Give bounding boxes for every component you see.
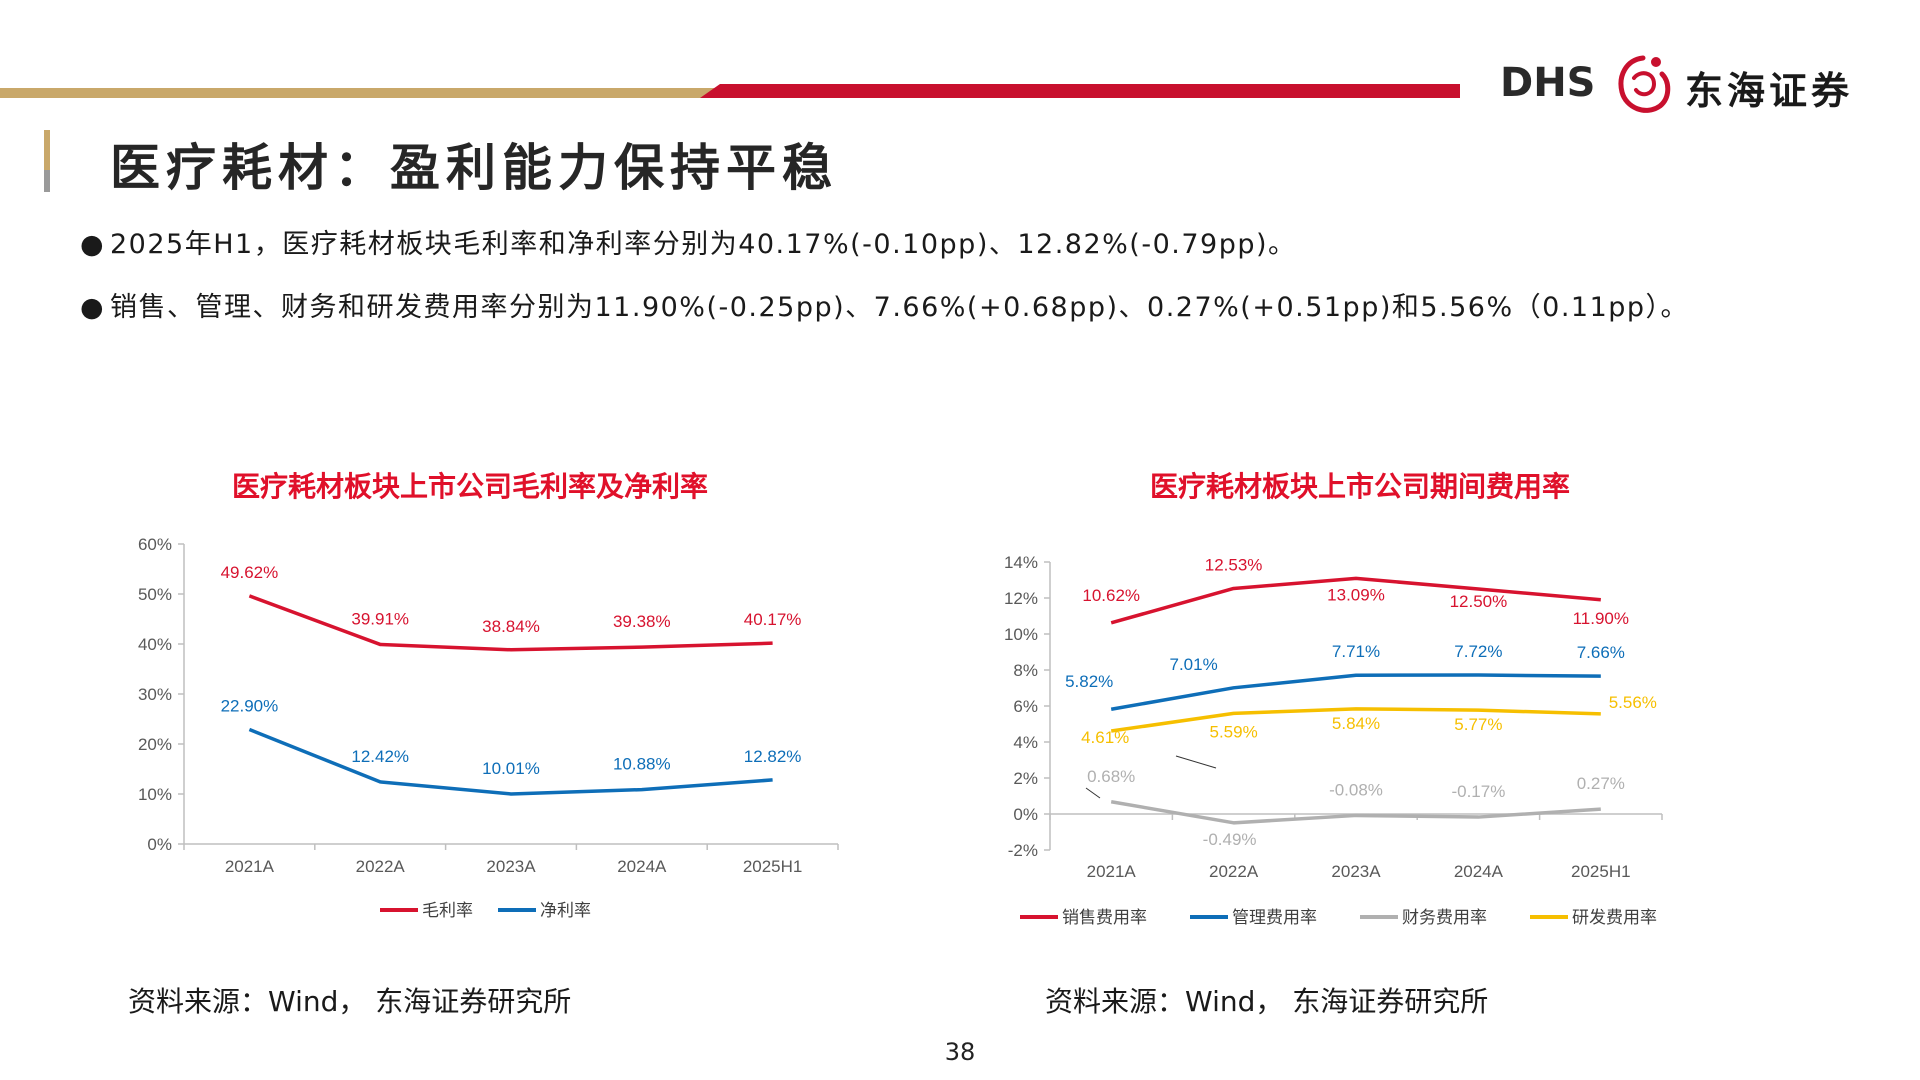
page-number: 38 <box>944 1038 976 1066</box>
page-title: 医疗耗材：盈利能力保持平稳 <box>110 138 838 197</box>
title-accent-bar <box>44 130 50 170</box>
data-label: 5.82% <box>1065 672 1113 691</box>
y-tick-label: 40% <box>138 635 172 654</box>
data-label: 11.90% <box>1573 609 1629 628</box>
legend-label: 管理费用率 <box>1232 908 1317 927</box>
leader-line <box>1085 787 1101 799</box>
legend-label: 财务费用率 <box>1402 908 1487 927</box>
data-label: -0.17% <box>1451 782 1505 801</box>
data-label: 12.82% <box>744 747 802 766</box>
x-tick-label: 2021A <box>1087 862 1137 881</box>
x-tick-label: 2022A <box>1209 862 1259 881</box>
y-tick-label: 8% <box>1013 661 1038 680</box>
legend-label: 销售费用率 <box>1062 908 1147 927</box>
legend-label: 毛利率 <box>422 901 473 920</box>
data-label: 7.01% <box>1169 655 1217 674</box>
y-tick-label: 20% <box>138 735 172 754</box>
x-tick-label: 2025H1 <box>1571 862 1631 881</box>
title-accent-bar-gray <box>44 170 50 192</box>
bullet-text: 销售、管理、财务和研发费用率分别为11.90%(-0.25pp)、7.66%(+… <box>110 292 1690 323</box>
y-tick-label: 10% <box>138 785 172 804</box>
logo-cn: 东海证券 <box>1685 68 1854 113</box>
series-line <box>1110 800 1601 825</box>
y-tick-label: 2% <box>1013 769 1038 788</box>
dragon-logo-icon <box>1618 55 1671 113</box>
data-label: 5.56% <box>1609 693 1657 712</box>
header-gold-bar <box>0 88 720 98</box>
data-label: 13.09% <box>1327 585 1385 604</box>
data-label: 5.77% <box>1454 715 1502 734</box>
data-label: 10.88% <box>613 755 671 774</box>
data-label: 39.91% <box>351 609 409 628</box>
source-note: 资料来源：Wind， 东海证券研究所 <box>128 985 572 1018</box>
data-label: 12.53% <box>1205 555 1263 574</box>
logo-text: DHS <box>1500 60 1596 106</box>
data-label: 7.72% <box>1454 642 1502 661</box>
legend-label: 研发费用率 <box>1572 908 1657 927</box>
data-label: -0.08% <box>1329 780 1383 799</box>
chart-title: 医疗耗材板块上市公司毛利率及净利率 <box>231 470 708 503</box>
y-tick-label: 0% <box>1013 805 1038 824</box>
data-label: 0.68% <box>1087 767 1135 786</box>
logo: DHS 东海证券 <box>1500 50 1900 130</box>
data-label: 7.71% <box>1332 642 1380 661</box>
x-tick-label: 2021A <box>225 857 275 876</box>
leader-line <box>1175 755 1217 769</box>
data-label: 38.84% <box>482 617 540 636</box>
source-note: 资料来源：Wind， 东海证券研究所 <box>1045 985 1489 1018</box>
x-tick-label: 2024A <box>1454 862 1504 881</box>
y-tick-label: 14% <box>1004 553 1038 572</box>
data-label: 7.66% <box>1577 643 1625 662</box>
header-red-bar <box>700 84 1460 98</box>
y-tick-label: -2% <box>1008 841 1038 860</box>
x-tick-label: 2024A <box>617 857 667 876</box>
y-tick-label: 0% <box>147 835 172 854</box>
x-tick-label: 2023A <box>486 857 536 876</box>
bullet-dot-icon: ● <box>80 229 106 260</box>
legend-label: 净利率 <box>540 901 591 920</box>
data-label: 12.42% <box>351 747 409 766</box>
y-tick-label: 30% <box>138 685 172 704</box>
x-tick-label: 2023A <box>1331 862 1381 881</box>
y-tick-label: 4% <box>1013 733 1038 752</box>
data-label: 10.62% <box>1082 586 1140 605</box>
data-label: 0.27% <box>1577 774 1625 793</box>
y-tick-label: 60% <box>138 535 172 554</box>
bullet-item: ● 2025年H1，医疗耗材板块毛利率和净利率分别为40.17%(-0.10pp)… <box>80 222 1297 261</box>
x-tick-label: 2022A <box>356 857 406 876</box>
margin-line-chart: 60% 50% 40% 30% 20% 10% 0% 2021A 2022A 2023A 2024A… <box>138 535 839 920</box>
data-label: -0.49% <box>1203 830 1257 849</box>
data-label: 10.01% <box>482 759 540 778</box>
y-tick-label: 50% <box>138 585 172 604</box>
data-label: 22.90% <box>221 697 279 716</box>
chart-title: 医疗耗材板块上市公司期间费用率 <box>1149 470 1570 503</box>
data-label: 4.61% <box>1081 728 1129 747</box>
data-label: 5.84% <box>1332 714 1380 733</box>
series-line <box>1110 673 1601 711</box>
bullet-item: ● 销售、管理、财务和研发费用率分别为11.90%(-0.25pp)、7.66%(… <box>80 285 1689 324</box>
data-label: 40.17% <box>744 610 802 629</box>
bullet-dot-icon: ● <box>80 292 106 323</box>
data-label: 39.38% <box>613 612 671 631</box>
y-tick-label: 10% <box>1004 625 1038 644</box>
expense-line-chart: 14% 12% 10% 8% 6% 4% 2% 0% -2% 2021A 2022A 2023A 202… <box>1004 553 1663 927</box>
data-label: 5.59% <box>1209 722 1257 741</box>
y-tick-label: 12% <box>1004 589 1038 608</box>
bullet-text: 2025年H1，医疗耗材板块毛利率和净利率分别为40.17%(-0.10pp)、… <box>110 229 1297 260</box>
y-tick-label: 6% <box>1013 697 1038 716</box>
data-label: 12.50% <box>1450 592 1508 611</box>
data-label: 49.62% <box>221 563 279 582</box>
x-tick-label: 2025H1 <box>743 857 803 876</box>
